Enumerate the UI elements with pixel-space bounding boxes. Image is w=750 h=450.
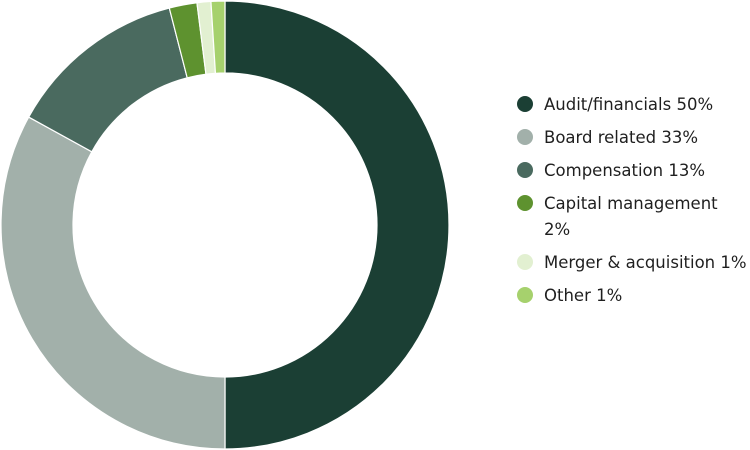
donut-slice-1 <box>0 116 226 450</box>
legend-value-1: 33% <box>661 128 699 147</box>
legend-item-0: Audit/financials 50% <box>517 92 747 118</box>
legend-swatch-1 <box>517 129 533 145</box>
legend-item-5: Other 1% <box>517 283 747 309</box>
legend-label-3: Capital management <box>544 194 718 213</box>
donut-slice-2 <box>27 7 188 153</box>
donut-chart <box>0 0 450 450</box>
legend-swatch-0 <box>517 96 533 112</box>
legend-value-0: 50% <box>676 95 714 114</box>
legend-label-1: Board related <box>544 128 657 147</box>
legend-swatch-5 <box>517 287 533 303</box>
legend-value-5: 1% <box>596 286 623 305</box>
legend-item-4: Merger & acquisition 1% <box>517 250 747 276</box>
legend-swatch-3 <box>517 195 533 211</box>
legend-item-3: Capital management 2% <box>517 191 747 243</box>
legend-swatch-4 <box>517 254 533 270</box>
legend-value-2: 13% <box>668 161 706 180</box>
legend-swatch-2 <box>517 162 533 178</box>
donut-slice-0 <box>224 0 450 450</box>
legend-label-4: Merger & acquisition <box>544 253 716 272</box>
legend-item-1: Board related 33% <box>517 125 747 151</box>
donut-slice-5 <box>210 0 226 74</box>
legend-value-4: 1% <box>720 253 747 272</box>
legend-label-0: Audit/financials <box>544 95 672 114</box>
legend-value-3: 2% <box>544 220 571 239</box>
legend-label-2: Compensation <box>544 161 664 180</box>
chart-legend: Audit/financials 50% Board related 33% Com… <box>517 92 747 316</box>
legend-label-5: Other <box>544 286 591 305</box>
legend-item-2: Compensation 13% <box>517 158 747 184</box>
